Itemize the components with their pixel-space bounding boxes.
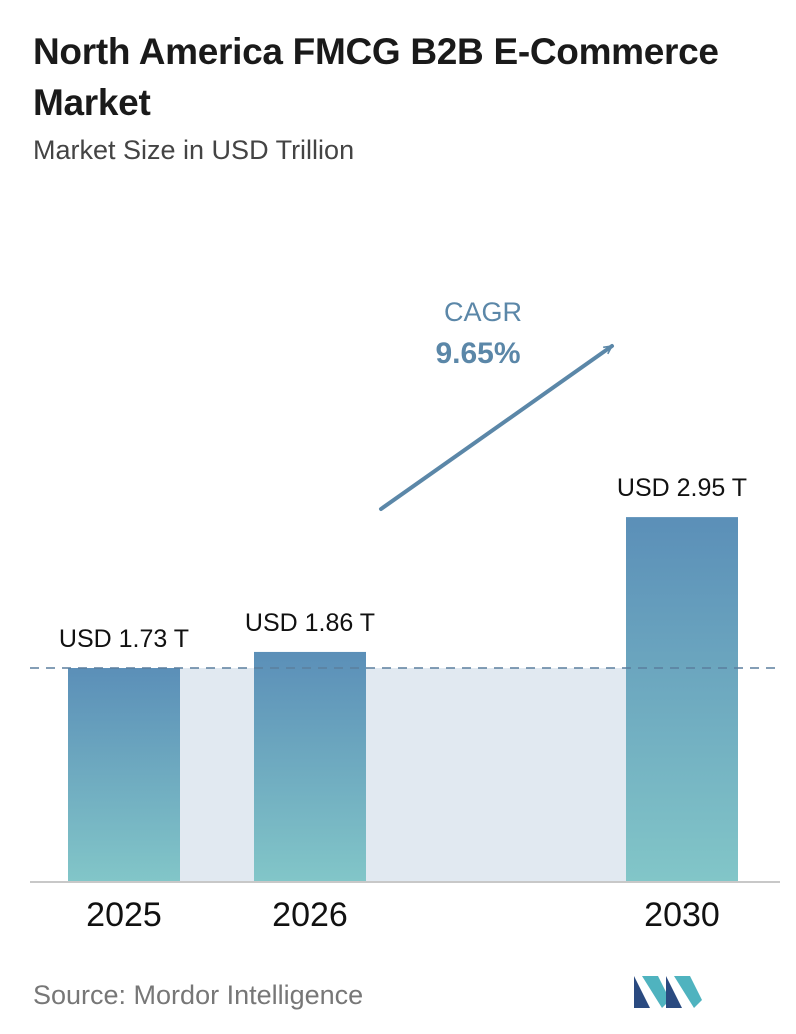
bar-2026 — [254, 651, 366, 882]
bar-value-label-2026: USD 1.86 T — [245, 609, 375, 637]
cagr-value: 9.65% — [435, 337, 520, 370]
source-note: Source: Mordor Intelligence — [33, 980, 364, 1010]
cagr-label: CAGR — [444, 297, 522, 327]
bar-2030 — [626, 517, 738, 882]
bar-value-label-2030: USD 2.95 T — [617, 474, 747, 502]
x-tick-label-2030: 2030 — [644, 896, 720, 934]
bar-chart: CAGR 9.65% USD 1.73 T USD 1.86 T USD 2.95 … — [30, 297, 780, 934]
background-band-group — [180, 668, 626, 882]
x-tick-label-group: 2025 2026 2030 — [86, 896, 720, 934]
bar-value-label-group: USD 1.73 T USD 1.86 T USD 2.95 T — [59, 474, 747, 653]
x-tick-label-2025: 2025 — [86, 896, 162, 934]
background-band — [366, 668, 626, 882]
bar-2025 — [68, 668, 180, 882]
bar-value-label-2025: USD 1.73 T — [59, 625, 189, 653]
cagr-arrow — [379, 344, 614, 511]
x-tick-label-2026: 2026 — [272, 896, 348, 934]
chart-subtitle: Market Size in USD Trillion — [33, 135, 355, 165]
chart-title: North America FMCG B2B E-Commerce Market — [33, 31, 719, 123]
background-band — [180, 668, 254, 882]
bar-group — [68, 517, 738, 882]
mordor-intelligence-logo-icon — [634, 976, 702, 1008]
